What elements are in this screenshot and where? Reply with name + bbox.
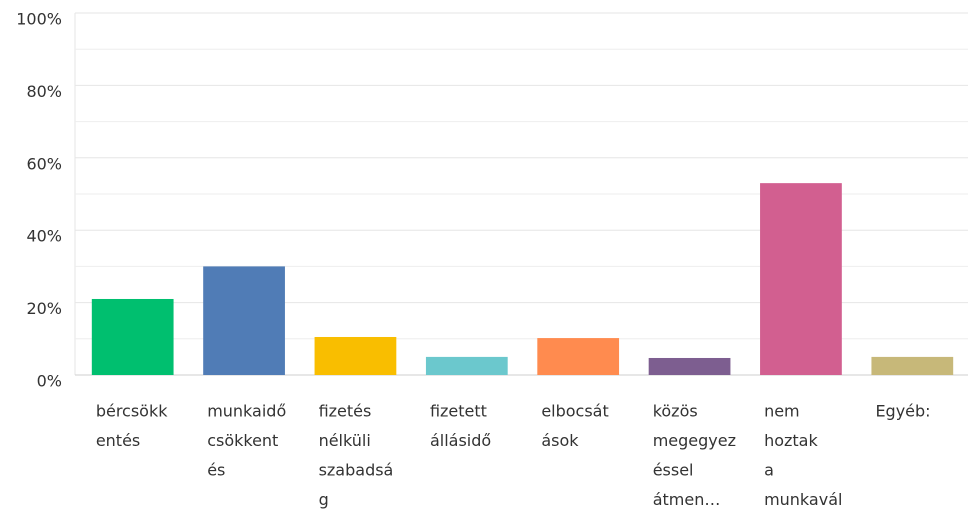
bar xyxy=(648,357,731,375)
x-tick-label: állásidő xyxy=(430,431,491,450)
y-tick-label: 0% xyxy=(37,372,62,391)
x-tick-label: bércsökk xyxy=(96,402,168,421)
bar xyxy=(537,338,620,375)
x-tick-label: entés xyxy=(96,431,140,450)
x-tick-label: nélküli xyxy=(319,431,371,450)
bar xyxy=(871,356,954,375)
x-tick-label: közös xyxy=(653,402,698,421)
x-tick-label: munkavál xyxy=(764,490,842,509)
x-tick-label: nem xyxy=(764,402,800,421)
x-tick-label: éssel xyxy=(653,461,694,480)
x-tick-label: csökkent xyxy=(207,431,278,450)
y-tick-label: 60% xyxy=(26,154,62,173)
x-tick-label: a xyxy=(764,461,774,480)
x-tick-label: g xyxy=(319,490,329,509)
x-tick-label: Egyéb: xyxy=(875,402,930,421)
x-tick-label: és xyxy=(207,461,225,480)
x-tick-label: fizetés xyxy=(319,402,372,421)
x-tick-label: megegyez xyxy=(653,431,736,450)
y-tick-label: 80% xyxy=(26,82,62,101)
x-tick-label: szabadsá xyxy=(319,461,394,480)
x-tick-label: átmen… xyxy=(653,490,721,509)
x-tick-label: ások xyxy=(541,431,579,450)
x-tick-label: munkaidő xyxy=(207,402,286,421)
bar xyxy=(760,183,842,375)
x-tick-label: hoztak xyxy=(764,431,818,450)
bar xyxy=(425,356,508,375)
bar xyxy=(91,298,174,375)
x-tick-label: fizetett xyxy=(430,402,487,421)
bar xyxy=(314,336,397,375)
y-tick-label: 20% xyxy=(26,299,62,318)
x-tick-label: elbocsát xyxy=(541,402,608,421)
bar xyxy=(203,266,285,375)
y-tick-label: 40% xyxy=(26,227,62,246)
y-tick-label: 100% xyxy=(16,10,62,29)
